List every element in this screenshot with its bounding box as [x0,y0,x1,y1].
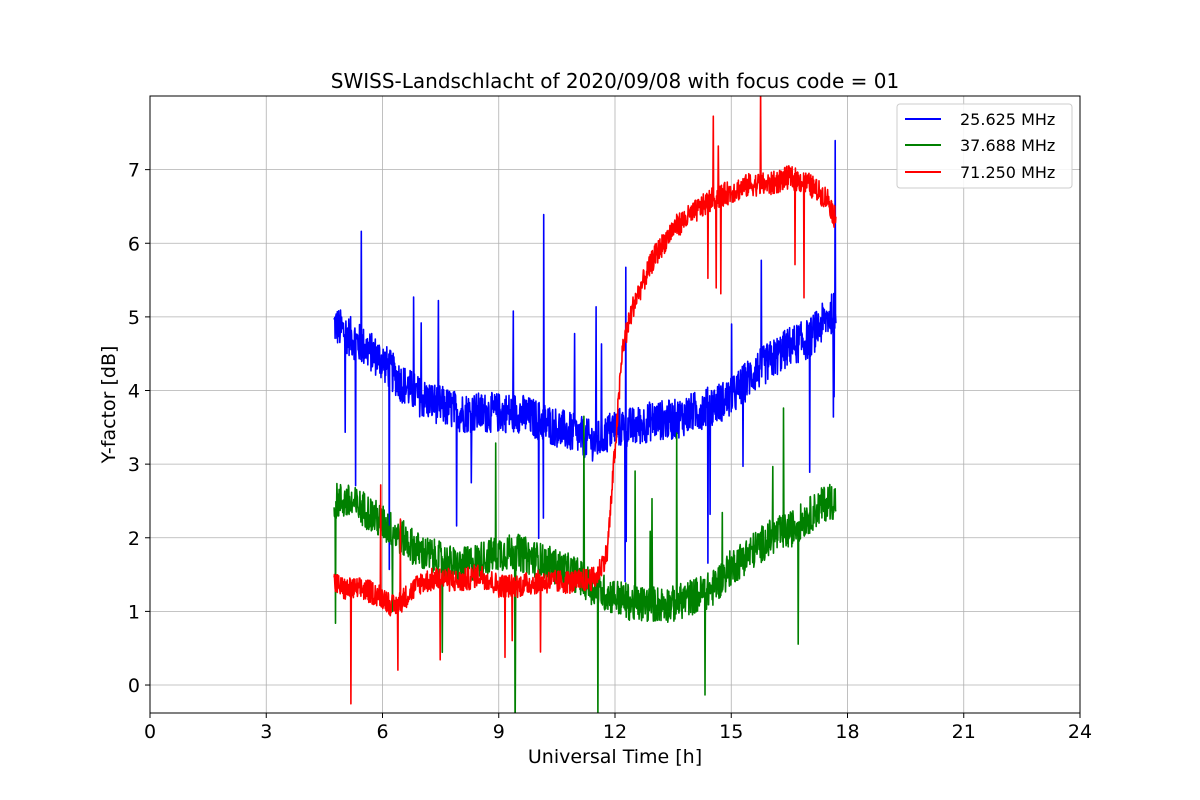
y-tick-label: 4 [128,381,140,403]
y-tick-label: 6 [128,233,140,255]
x-tick-label: 24 [1068,721,1092,743]
chart-title: SWISS-Landschlacht of 2020/09/08 with fo… [331,69,899,93]
x-tick-label: 21 [952,721,976,743]
x-tick-label: 3 [260,721,272,743]
y-axis-label: Y-factor [dB] [98,346,120,465]
y-tick-label: 3 [128,454,140,476]
series-line-25-625 [333,139,837,583]
legend: 25.625 MHz 37.688 MHz 71.250 MHz [896,103,1073,189]
x-tick-label: 9 [493,721,505,743]
y-tick-label: 7 [128,160,140,182]
x-axis-label: Universal Time [h] [528,746,702,768]
legend-label-25-625: 25.625 MHz [960,110,1055,129]
x-tick-label: 12 [603,721,627,743]
y-tick-label: 1 [128,601,140,623]
y-tick-label: 2 [128,528,140,550]
series-line-37-688 [333,407,837,713]
legend-box [896,103,1073,189]
y-tick-label: 0 [128,675,140,697]
x-tick-label: 6 [376,721,388,743]
legend-label-37-688: 37.688 MHz [960,136,1055,155]
x-tick-label: 0 [144,721,156,743]
y-tick-label: 5 [128,307,140,329]
series-line-71-250 [333,96,837,705]
series-layer [333,96,837,713]
x-tick-label: 15 [719,721,743,743]
legend-label-71-250: 71.250 MHz [960,163,1055,182]
x-tick-label: 18 [835,721,859,743]
